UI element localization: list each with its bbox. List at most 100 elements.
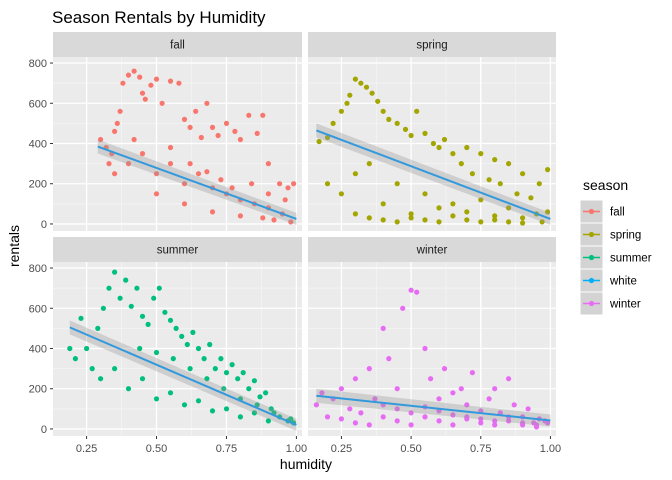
data-point	[218, 177, 224, 183]
panel-strip	[53, 32, 302, 57]
data-point	[235, 376, 241, 382]
data-point	[422, 130, 428, 136]
data-point	[131, 68, 137, 74]
data-point	[251, 410, 257, 416]
data-point	[223, 120, 230, 126]
data-point	[366, 161, 372, 167]
data-point	[511, 402, 517, 408]
data-point	[428, 376, 434, 382]
data-point	[282, 197, 288, 203]
data-point	[193, 108, 199, 114]
data-point	[128, 303, 134, 309]
data-point	[139, 151, 146, 157]
panel-summer: summer 0 200 400 600 800 0.25 0.50 0.75 1.00	[29, 237, 307, 455]
data-point	[375, 98, 381, 104]
legend-entry-winter: winter	[579, 291, 641, 316]
data-point	[167, 78, 174, 84]
data-point	[514, 191, 520, 197]
data-point	[153, 171, 160, 177]
data-point	[492, 213, 498, 219]
panel-strip-label: spring	[416, 40, 447, 52]
data-point	[291, 181, 297, 187]
y-tick-label: 400	[29, 343, 47, 355]
y-tick-label: 800	[29, 58, 47, 70]
data-point	[338, 191, 344, 197]
data-point	[176, 80, 182, 86]
data-point	[195, 345, 202, 352]
data-point	[139, 313, 146, 319]
data-point	[414, 108, 420, 114]
data-point	[288, 219, 294, 225]
data-point	[237, 213, 243, 219]
data-point	[179, 333, 185, 339]
data-point	[330, 120, 336, 126]
data-point	[436, 205, 442, 211]
data-point	[506, 418, 512, 424]
trend-line	[69, 326, 297, 426]
data-point	[430, 140, 436, 147]
data-point	[436, 219, 442, 225]
data-point	[506, 161, 512, 167]
data-point	[422, 414, 428, 420]
data-point	[450, 390, 456, 396]
data-point	[545, 420, 551, 426]
data-point	[492, 386, 498, 392]
data-point	[338, 108, 344, 114]
data-point	[209, 209, 216, 215]
data-point	[285, 185, 291, 191]
data-point	[181, 116, 188, 122]
data-point	[156, 285, 162, 291]
data-point	[153, 76, 160, 82]
data-point	[159, 100, 165, 106]
data-point	[464, 402, 470, 408]
data-point	[265, 161, 271, 167]
data-point	[486, 177, 492, 183]
data-point	[394, 418, 400, 424]
y-tick-label: 600	[29, 303, 47, 315]
data-point	[464, 144, 470, 151]
data-point	[137, 345, 143, 352]
data-point	[352, 171, 358, 177]
data-point	[173, 325, 179, 331]
data-point	[114, 120, 120, 126]
data-point	[257, 394, 263, 400]
data-point	[408, 422, 414, 428]
trend-line	[316, 394, 551, 422]
data-point	[324, 181, 331, 187]
legend-label: winter	[609, 299, 641, 311]
panel-strip-label: summer	[157, 245, 199, 257]
data-point	[195, 398, 202, 404]
data-point	[436, 418, 442, 424]
legend-key-point	[588, 254, 595, 261]
data-point	[100, 305, 106, 311]
panel-winter: winter 0.25 0.50 0.75 1.00	[308, 237, 561, 455]
data-point	[372, 396, 378, 402]
data-point	[201, 356, 207, 362]
trend-line	[97, 145, 297, 220]
panel-strip	[308, 32, 556, 57]
data-point	[458, 386, 464, 392]
data-point	[106, 161, 112, 167]
data-point	[204, 169, 210, 175]
data-point	[520, 171, 526, 177]
data-point	[506, 376, 512, 382]
data-point	[148, 82, 154, 88]
data-point	[123, 277, 129, 283]
data-point	[254, 130, 260, 136]
data-point	[366, 366, 372, 372]
data-point	[167, 144, 174, 151]
data-point	[338, 386, 344, 392]
data-point	[249, 181, 255, 187]
data-point	[142, 96, 148, 102]
data-point	[464, 209, 470, 215]
data-point	[469, 171, 475, 177]
legend-title: season	[583, 177, 628, 193]
data-point	[207, 341, 213, 348]
data-point	[229, 362, 235, 368]
data-point	[492, 422, 498, 428]
data-point	[209, 408, 216, 414]
x-tick-label: 0.25	[76, 443, 97, 455]
data-point	[497, 181, 503, 187]
data-point	[268, 406, 274, 412]
data-point	[263, 390, 269, 396]
